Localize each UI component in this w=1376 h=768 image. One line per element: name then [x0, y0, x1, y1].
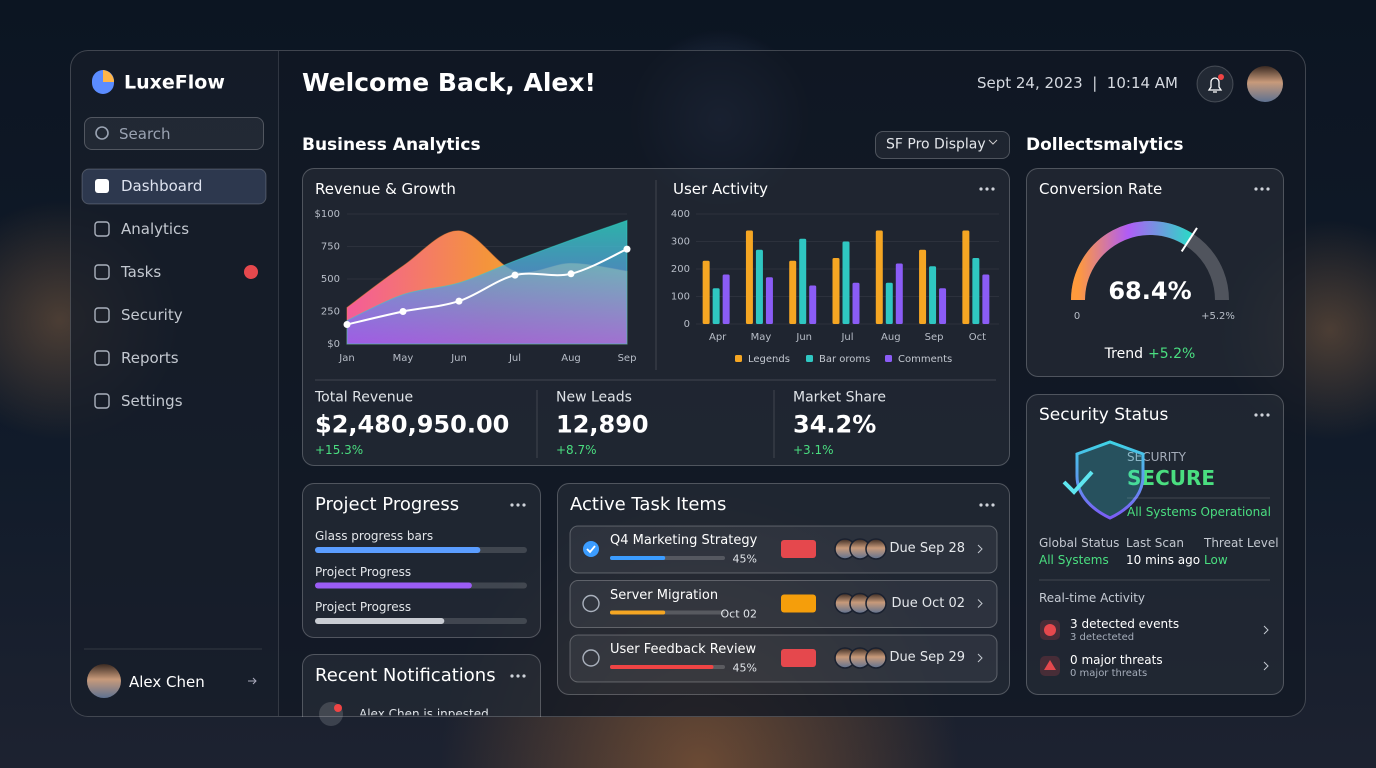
stat-label: New Leads [556, 389, 632, 406]
chart-title: User Activity [673, 180, 769, 198]
security-note: All Systems Operational [1127, 504, 1271, 519]
priority-label: High [785, 542, 812, 556]
brand: LuxeFlow [124, 71, 225, 94]
section-title: Dollectsmalytics [1026, 134, 1184, 155]
stat-value: $2,480,950.00 [315, 410, 510, 439]
page-title: Welcome Back, Alex! [302, 68, 596, 97]
notification-text: Alex Chen is inpested [359, 706, 489, 721]
stat-change: +8.7% [556, 442, 597, 457]
nav-item[interactable]: Security [121, 306, 183, 324]
nav-item[interactable]: Analytics [121, 220, 190, 238]
task-note: 45% [732, 552, 757, 566]
event-title: 0 major threats [1070, 652, 1163, 667]
event-sub: 3 detecteted [1070, 632, 1135, 643]
task-note: Oct 02 [720, 606, 757, 620]
security-card [1026, 394, 1284, 695]
nav-item[interactable]: Dashboard [121, 177, 203, 195]
progress-card [302, 483, 541, 638]
nav-item[interactable]: Settings [121, 392, 183, 410]
task-due: Due Sep 28 [889, 541, 965, 557]
nav-item[interactable]: Reports [121, 349, 179, 367]
priority-label: Med [786, 596, 811, 610]
dropdown-label[interactable]: SF Pro Display [886, 136, 986, 153]
sidebar [71, 51, 279, 716]
event-title: 3 detected events [1070, 616, 1180, 631]
security-status: SECURE [1127, 466, 1216, 490]
fact-label: Global Status [1039, 535, 1120, 550]
event-sub: 0 major threats [1070, 668, 1148, 679]
activity-title: Real-time Activity [1039, 590, 1146, 605]
task-due: Due Oct 02 [891, 595, 965, 611]
user-name: Alex Chen [129, 673, 205, 691]
progress-label: Project Progress [315, 599, 412, 614]
task-name: User Feedback Review [610, 642, 757, 658]
font-dropdown[interactable] [875, 131, 1010, 159]
section-title: Business Analytics [302, 134, 481, 155]
card-title: Active Task Items [570, 494, 727, 516]
card-title: Conversion Rate [1039, 180, 1163, 198]
task-note: 45% [732, 661, 757, 675]
search-placeholder: Search [119, 125, 171, 143]
card-title: Security Status [1039, 404, 1169, 425]
priority-label: High [785, 651, 812, 665]
chart-title: Revenue & Growth [315, 180, 456, 198]
app-window [70, 50, 1306, 717]
fact-value: Low [1204, 552, 1228, 567]
task-name: Q4 Marketing Strategy [610, 533, 758, 549]
nav-item[interactable]: Tasks [121, 263, 162, 281]
fact-label: Threat Level [1204, 535, 1279, 550]
task-name: Server Migration [610, 587, 719, 603]
search-box[interactable] [84, 117, 264, 150]
security-kicker: SECURITY [1127, 449, 1186, 464]
progress-label: Glass progress bars [315, 528, 434, 543]
badge-count: 1 [247, 266, 255, 277]
fact-value: All Systems [1039, 552, 1109, 567]
fact-value: 10 mins ago [1126, 552, 1201, 567]
task-due: Due Sep 29 [889, 650, 965, 666]
conversion-card [1026, 168, 1284, 377]
stat-change: +3.1% [793, 442, 834, 457]
card-title: Recent Notifications [315, 665, 496, 687]
fact-label: Last Scan [1126, 535, 1184, 550]
progress-label: Project Progress [315, 564, 412, 579]
stat-label: Market Share [793, 389, 886, 406]
stat-change: +15.3% [315, 442, 364, 457]
datetime: Sept 24, 2023 | 10:14 AM [976, 74, 1178, 92]
stat-label: Total Revenue [315, 389, 414, 406]
stat-value: 34.2% [793, 410, 877, 439]
stat-value: 12,890 [556, 410, 649, 439]
card-title: Project Progress [315, 494, 460, 516]
